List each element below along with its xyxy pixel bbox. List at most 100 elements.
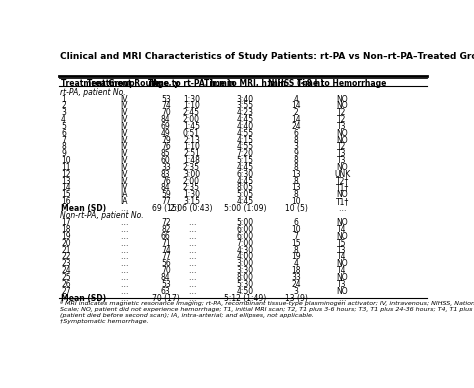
Text: 4:45: 4:45 [236,177,253,185]
Text: 14: 14 [292,101,301,111]
Text: 74: 74 [161,246,171,255]
Text: …: … [188,280,195,289]
Text: 53: 53 [161,280,171,289]
Text: Treatment Route: Treatment Route [87,80,160,88]
Text: T4: T4 [337,266,347,275]
Text: IV: IV [120,115,128,124]
Text: NO: NO [336,135,348,145]
Text: 9: 9 [294,149,299,158]
Text: IV: IV [120,170,128,179]
Text: 69: 69 [161,122,171,131]
Text: 4:15: 4:15 [236,135,253,145]
Text: T5: T5 [337,239,347,248]
Text: 1:10: 1:10 [183,101,200,111]
Text: Mean (SD): Mean (SD) [61,204,106,213]
Text: T3: T3 [337,246,347,255]
Text: IV: IV [120,142,128,151]
Text: 4:55: 4:55 [236,129,253,138]
Text: 6:00: 6:00 [236,232,253,241]
Text: 23: 23 [61,259,71,268]
Text: 5: 5 [61,122,66,131]
Text: IV: IV [120,184,128,192]
Text: 79: 79 [161,135,171,145]
Text: 3:15: 3:15 [183,197,200,206]
Text: …: … [120,259,128,268]
Text: NO: NO [336,287,348,296]
Text: 15: 15 [61,190,71,199]
Text: rt-PA, patient No.: rt-PA, patient No. [60,88,126,97]
Text: NO: NO [336,101,348,111]
Text: 10: 10 [292,197,301,206]
Text: 77: 77 [161,197,171,206]
Text: …: … [188,232,195,241]
Text: 4:45: 4:45 [236,197,253,206]
Text: 1:10: 1:10 [183,142,200,151]
Text: T4: T4 [337,253,347,262]
Text: ª MRI indicates magnetic resonance imaging; rt-PA, recombinant tissue-type plasm: ª MRI indicates magnetic resonance imagi… [60,300,474,324]
Text: 3: 3 [61,108,66,117]
Text: …: … [120,253,128,262]
Text: 1:30: 1:30 [183,95,200,104]
Text: 1:45: 1:45 [183,122,200,131]
Text: …: … [120,218,128,227]
Text: NO: NO [336,129,348,138]
Text: …: … [338,293,346,303]
Text: 21: 21 [61,246,71,255]
Text: …: … [120,246,128,255]
Text: 18: 18 [61,225,71,234]
Text: 72: 72 [161,218,171,227]
Text: 15: 15 [292,239,301,248]
Text: 2:35: 2:35 [183,184,200,192]
Text: IV: IV [120,101,128,111]
Text: 20: 20 [61,239,71,248]
Text: 19: 19 [292,253,301,262]
Text: 4: 4 [61,115,66,124]
Text: 24: 24 [292,280,301,289]
Text: 76: 76 [161,142,171,151]
Text: 4:45: 4:45 [236,163,253,172]
Text: 2: 2 [294,108,299,117]
Text: 33: 33 [292,273,301,282]
Text: 6: 6 [294,218,299,227]
Text: T2: T2 [337,115,347,124]
Text: 6: 6 [61,129,66,138]
Text: T4: T4 [337,225,347,234]
Text: 8:00: 8:00 [236,273,253,282]
Text: NO: NO [336,163,348,172]
Text: Treatment Group: Treatment Group [61,80,135,88]
Text: IV: IV [120,156,128,165]
Text: 1:30: 1:30 [183,190,200,199]
Text: IV: IV [120,129,128,138]
Text: Mean (SD): Mean (SD) [61,293,106,303]
Text: …: … [120,232,128,241]
Text: 5:12 (1:49): 5:12 (1:49) [224,293,266,303]
Text: 24: 24 [292,122,301,131]
Text: …: … [120,266,128,275]
Text: …: … [188,239,195,248]
Text: 13: 13 [292,184,301,192]
Text: 4: 4 [294,259,299,268]
Text: …: … [188,225,195,234]
Text: 6:00: 6:00 [236,225,253,234]
Text: …: … [120,273,128,282]
Text: 7: 7 [294,232,299,241]
Text: 4:30: 4:30 [236,246,253,255]
Text: 19: 19 [61,232,71,241]
Text: 9: 9 [61,149,66,158]
Text: T3: T3 [337,149,347,158]
Text: 2:45: 2:45 [183,108,200,117]
Text: …: … [188,246,195,255]
Text: 33: 33 [161,163,171,172]
Text: 4:45: 4:45 [236,115,253,124]
Text: 63: 63 [161,287,171,296]
Text: T2†: T2† [336,177,349,185]
Text: 7:20: 7:20 [236,149,253,158]
Text: 70: 70 [161,108,171,117]
Text: 1:48: 1:48 [183,156,200,165]
Text: …: … [188,253,195,262]
Text: IV: IV [120,108,128,117]
Text: 5:15: 5:15 [236,156,253,165]
Text: 2: 2 [61,101,66,111]
Text: 7:00: 7:00 [236,239,253,248]
Text: NO: NO [336,218,348,227]
